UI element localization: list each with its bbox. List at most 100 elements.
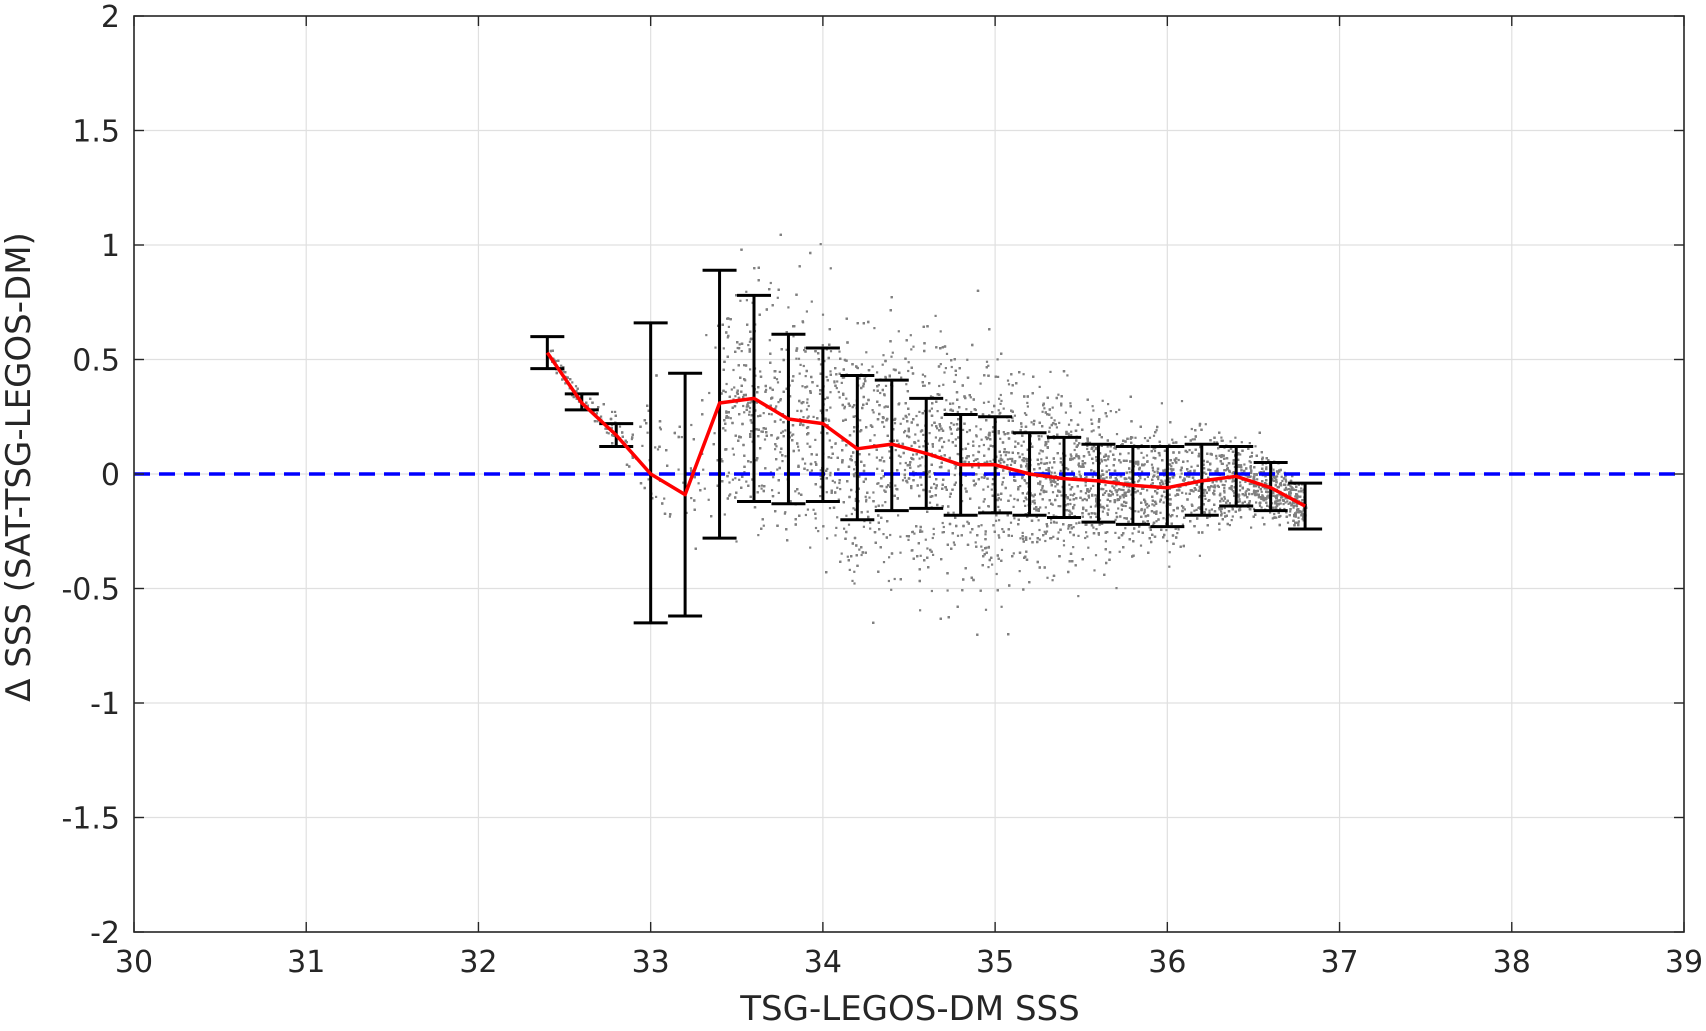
scatter-point bbox=[928, 501, 932, 504]
scatter-point bbox=[747, 405, 750, 408]
scatter-point bbox=[945, 352, 949, 355]
scatter-point bbox=[1038, 452, 1041, 455]
scatter-point bbox=[1041, 487, 1044, 490]
scatter-point bbox=[798, 372, 801, 375]
scatter-point bbox=[595, 412, 598, 415]
scatter-point bbox=[1170, 465, 1173, 468]
scatter-point bbox=[969, 531, 972, 534]
scatter-point bbox=[790, 434, 793, 437]
scatter-point bbox=[1020, 425, 1023, 428]
scatter-point bbox=[874, 505, 877, 508]
scatter-point bbox=[862, 525, 865, 528]
scatter-point bbox=[1105, 415, 1108, 418]
scatter-point bbox=[810, 300, 813, 303]
scatter-point bbox=[757, 415, 760, 418]
scatter-point bbox=[966, 455, 969, 458]
scatter-point bbox=[1050, 518, 1053, 521]
scatter-point bbox=[977, 461, 980, 464]
scatter-point bbox=[734, 395, 737, 398]
scatter-point bbox=[868, 453, 871, 456]
scatter-point bbox=[1070, 455, 1073, 458]
scatter-point bbox=[1007, 451, 1011, 454]
scatter-point bbox=[1039, 506, 1042, 509]
scatter-point bbox=[931, 445, 934, 448]
scatter-point bbox=[1067, 432, 1070, 435]
scatter-point bbox=[1292, 506, 1295, 509]
scatter-point bbox=[831, 479, 834, 482]
scatter-point bbox=[1152, 434, 1156, 437]
scatter-point bbox=[899, 422, 902, 425]
scatter-point bbox=[1286, 500, 1289, 503]
scatter-point bbox=[1282, 503, 1285, 506]
scatter-point bbox=[1118, 550, 1121, 553]
scatter-point bbox=[897, 330, 900, 333]
scatter-point bbox=[999, 402, 1002, 405]
scatter-point bbox=[1151, 503, 1154, 506]
scatter-point bbox=[1009, 521, 1013, 524]
scatter-point bbox=[809, 546, 812, 549]
scatter-point bbox=[1198, 554, 1201, 557]
scatter-point bbox=[1197, 506, 1200, 510]
scatter-point bbox=[887, 579, 890, 583]
scatter-point bbox=[803, 349, 806, 352]
scatter-point bbox=[989, 460, 992, 463]
scatter-point bbox=[1157, 478, 1160, 481]
scatter-point bbox=[1230, 519, 1233, 522]
scatter-point bbox=[682, 481, 685, 484]
scatter-point bbox=[840, 381, 843, 384]
scatter-point bbox=[1254, 445, 1257, 448]
scatter-point bbox=[889, 445, 892, 448]
scatter-point bbox=[900, 376, 903, 379]
scatter-point bbox=[1217, 485, 1220, 488]
scatter-point bbox=[1204, 497, 1207, 500]
scatter-point bbox=[1215, 454, 1218, 457]
scatter-point bbox=[1019, 485, 1022, 488]
scatter-point bbox=[708, 391, 711, 395]
scatter-point bbox=[680, 436, 683, 439]
scatter-point bbox=[1255, 501, 1258, 504]
scatter-point bbox=[1253, 473, 1256, 476]
scatter-point bbox=[1040, 489, 1043, 492]
scatter-point bbox=[1089, 487, 1092, 490]
scatter-point bbox=[1000, 548, 1004, 551]
scatter-point bbox=[858, 377, 861, 380]
scatter-point bbox=[828, 507, 832, 510]
scatter-point bbox=[1123, 517, 1126, 520]
scatter-point bbox=[807, 415, 810, 418]
scatter-point bbox=[743, 471, 746, 474]
scatter-point bbox=[979, 428, 982, 431]
scatter-point bbox=[1094, 554, 1098, 557]
scatter-point bbox=[755, 459, 758, 462]
scatter-point bbox=[1122, 496, 1125, 499]
scatter-point bbox=[1204, 423, 1207, 426]
scatter-point bbox=[1220, 436, 1223, 439]
scatter-point bbox=[1275, 494, 1278, 497]
scatter-point bbox=[1220, 512, 1223, 515]
scatter-point bbox=[1106, 512, 1109, 515]
scatter-point bbox=[1108, 469, 1111, 472]
scatter-point bbox=[1266, 495, 1269, 498]
scatter-point bbox=[854, 415, 857, 418]
scatter-point bbox=[1247, 488, 1251, 491]
scatter-point bbox=[1143, 510, 1146, 513]
scatter-point bbox=[1168, 463, 1171, 466]
scatter-point bbox=[1218, 528, 1221, 531]
scatter-point bbox=[806, 385, 809, 388]
scatter-point bbox=[1285, 480, 1288, 483]
scatter-point bbox=[1205, 472, 1208, 475]
scatter-point bbox=[1038, 538, 1041, 541]
scatter-point bbox=[1048, 461, 1051, 464]
scatter-point bbox=[919, 529, 922, 532]
scatter-point bbox=[1180, 504, 1184, 508]
scatter-point bbox=[742, 404, 745, 408]
scatter-point bbox=[1166, 539, 1169, 543]
scatter-point bbox=[934, 436, 937, 439]
scatter-point bbox=[1028, 537, 1032, 540]
scatter-point bbox=[1089, 505, 1092, 508]
scatter-point bbox=[814, 526, 818, 530]
scatter-point bbox=[1260, 506, 1263, 509]
scatter-point bbox=[1249, 461, 1252, 464]
scatter-point bbox=[1186, 460, 1189, 463]
scatter-point bbox=[1195, 508, 1198, 511]
scatter-point bbox=[759, 370, 762, 373]
